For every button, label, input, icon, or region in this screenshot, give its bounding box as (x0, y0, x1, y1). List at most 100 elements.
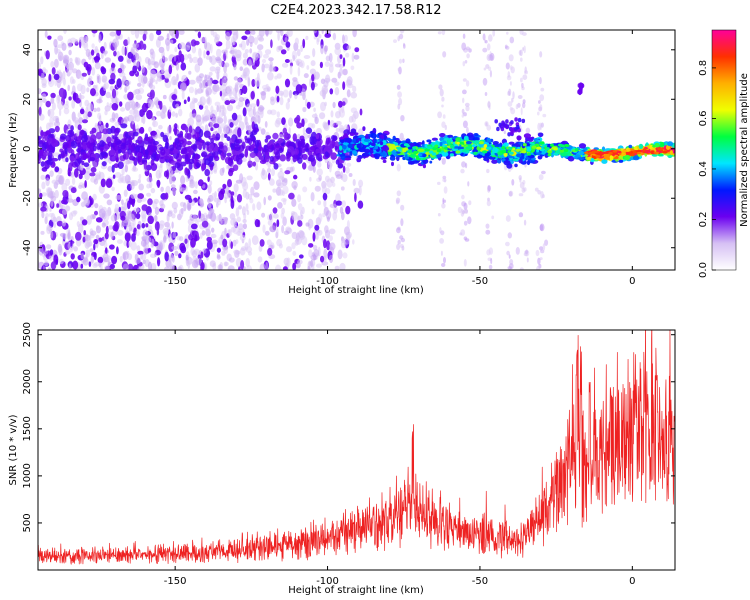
heatmap-blob (317, 200, 322, 206)
heatmap-blob (461, 42, 467, 51)
heatmap-blob (308, 154, 315, 162)
heatmap-blob (463, 135, 469, 141)
heatmap-blob (252, 135, 256, 143)
heatmap-blob (323, 80, 329, 88)
heatmap-blob (49, 170, 54, 178)
heatmap-blob (267, 109, 273, 115)
heatmap-blob (335, 120, 342, 126)
heatmap-blob (86, 141, 92, 149)
heatmap-blob (644, 151, 649, 154)
heatmap-blob (539, 122, 542, 131)
heatmap-blob (226, 85, 233, 92)
heatmap-blob (238, 223, 244, 231)
heatmap-blob (265, 154, 270, 163)
heatmap-blob (438, 84, 443, 90)
heatmap-blob (48, 255, 54, 261)
heatmap-blob (400, 218, 404, 227)
heatmap-blob (526, 146, 532, 150)
heatmap-blob (300, 139, 305, 144)
heatmap-blob (147, 198, 153, 206)
heatmap-blob (57, 35, 64, 42)
heatmap-blob (47, 150, 53, 159)
heatmap-blob (93, 252, 97, 261)
heatmap-blob (278, 45, 283, 51)
heatmap-blob (392, 135, 396, 141)
heatmap-blob (329, 203, 337, 209)
heatmap-blob (97, 176, 101, 181)
heatmap-blob (325, 137, 330, 145)
heatmap-blob (666, 145, 671, 150)
heatmap-blob (145, 137, 151, 142)
heatmap-blob (507, 101, 513, 107)
heatmap-blob (539, 94, 545, 102)
heatmap-blob (391, 161, 394, 167)
heatmap-blob (397, 67, 400, 72)
heatmap-blob (303, 73, 309, 79)
heatmap-blob (342, 34, 345, 44)
heatmap-blob (334, 63, 342, 68)
heatmap-blob (219, 90, 223, 97)
heatmap-blob (127, 51, 134, 59)
heatmap-blob (197, 57, 203, 66)
heatmap-blob (253, 181, 260, 191)
heatmap-blob (61, 199, 67, 205)
heatmap-blob (111, 103, 119, 111)
heatmap-blob (221, 250, 226, 256)
heatmap-blob (492, 30, 496, 37)
heatmap-blob (391, 151, 397, 156)
heatmap-blob (185, 154, 189, 163)
heatmap-blob (109, 149, 116, 156)
heatmap-blob (522, 102, 526, 109)
heatmap-blob (220, 234, 224, 240)
heatmap-blob (268, 57, 274, 62)
heatmap-blob (460, 208, 465, 217)
heatmap-blob (201, 151, 208, 158)
heatmap-blob (218, 141, 224, 147)
heatmap-blob (345, 137, 352, 144)
heatmap-blob (331, 77, 338, 83)
heatmap-blob (155, 110, 162, 117)
heatmap-blob (59, 55, 62, 61)
heatmap-blob (111, 112, 116, 122)
heatmap-blob (87, 111, 92, 118)
heatmap-blob (160, 112, 167, 119)
heatmap-blob (157, 257, 161, 267)
heatmap-blob (131, 117, 135, 125)
heatmap-blob (130, 241, 137, 251)
heatmap-blob (608, 152, 613, 155)
heatmap-blob (441, 263, 446, 267)
heatmap-blob (85, 48, 91, 58)
heatmap-blob (205, 89, 209, 97)
heatmap-blob (118, 206, 122, 213)
heatmap-blob (508, 141, 515, 145)
heatmap-blob (229, 213, 236, 220)
heatmap-blob (473, 133, 479, 137)
heatmap-blob (542, 194, 545, 199)
heatmap-blob (522, 143, 527, 147)
heatmap-blob (657, 147, 664, 151)
heatmap-blob (70, 210, 77, 217)
heatmap-blob (87, 77, 92, 87)
heatmap-blob (224, 124, 230, 133)
heatmap-blob (312, 30, 318, 34)
heatmap-blob (463, 220, 468, 226)
heatmap-blob (536, 149, 540, 153)
heatmap-blob (485, 122, 488, 126)
heatmap-blob (407, 149, 414, 154)
heatmap-blob (291, 166, 295, 172)
heatmap-blob (345, 52, 350, 58)
heatmap-blob (233, 249, 240, 255)
heatmap-blob (276, 111, 280, 118)
heatmap-blob (72, 92, 77, 101)
heatmap-blob (292, 262, 297, 270)
heatmap-blob (205, 55, 212, 60)
heatmap-blob (141, 210, 147, 219)
heatmap-blob (541, 170, 546, 175)
heatmap-blob (211, 115, 217, 124)
heatmap-blob (214, 86, 221, 92)
heatmap-blob (328, 235, 334, 242)
heatmap-blob (282, 127, 287, 134)
heatmap-blob (267, 172, 271, 181)
heatmap-blob (312, 48, 316, 58)
